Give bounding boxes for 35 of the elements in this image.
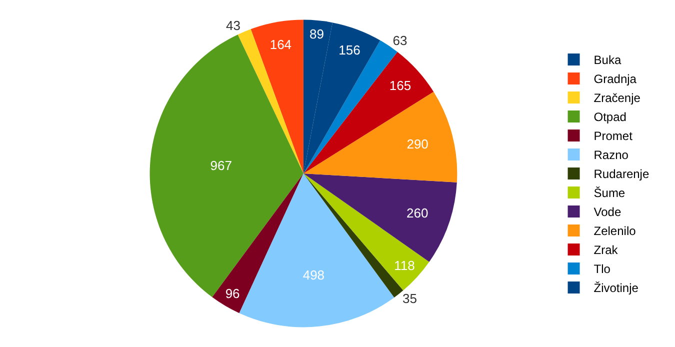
legend-label: Rudarenje — [594, 167, 650, 182]
pie-slice — [250, 20, 304, 174]
legend-label: Vode — [594, 205, 622, 220]
data-label: 156 — [338, 42, 360, 58]
data-label: 498 — [302, 267, 325, 282]
pie-slice — [303, 174, 457, 262]
pie-slice — [239, 174, 394, 328]
legend-label: Tlo — [594, 262, 611, 276]
legend-label: Razno — [594, 148, 629, 162]
legend-label: Zrak — [594, 243, 619, 258]
legend-label: Promet — [594, 129, 634, 144]
pie-slice — [303, 22, 380, 174]
legend-label: Buka — [594, 53, 622, 68]
data-label: 967 — [210, 158, 232, 173]
pie-slice — [212, 174, 304, 314]
data-label: 260 — [406, 206, 428, 221]
data-label: 63 — [392, 33, 408, 48]
legend-label: Otpad — [594, 110, 626, 124]
data-label: 118 — [394, 258, 415, 273]
pie-slice — [150, 34, 304, 298]
pie-slice — [303, 92, 457, 182]
legend-label: Zračenje — [594, 91, 641, 106]
pie-slice — [238, 29, 304, 174]
legend-label: Šume — [594, 186, 626, 200]
legend-label: Gradnja — [594, 72, 637, 86]
data-label: 89 — [310, 26, 324, 42]
legend-label: Životinje — [594, 281, 639, 296]
data-label: 164 — [270, 37, 292, 52]
data-label: 35 — [402, 291, 418, 306]
data-label: 43 — [226, 18, 240, 33]
data-label: 290 — [406, 136, 428, 152]
data-label: 165 — [389, 78, 412, 94]
pie-slice — [303, 174, 430, 290]
legend-label: Zelenilo — [594, 224, 636, 238]
data-label: 96 — [225, 286, 240, 302]
